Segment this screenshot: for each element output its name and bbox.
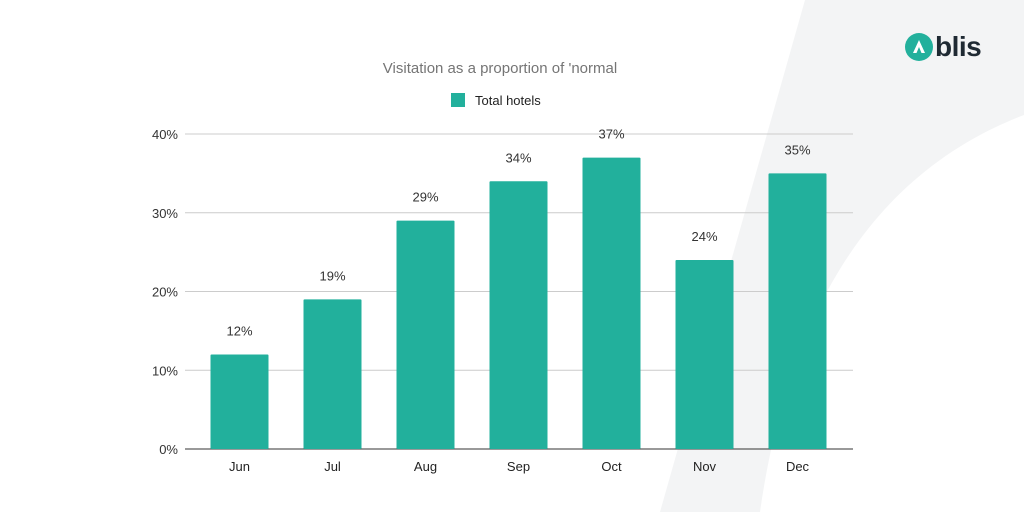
data-label: 24% — [691, 229, 717, 244]
legend-label: Total hotels — [475, 93, 541, 108]
x-tick-label: Jul — [324, 459, 341, 474]
y-tick-label: 10% — [152, 363, 178, 378]
data-label: 35% — [784, 142, 810, 157]
x-tick-label: Oct — [601, 459, 622, 474]
y-tick-label: 0% — [159, 442, 178, 457]
x-tick-label: Sep — [507, 459, 530, 474]
data-label: 12% — [226, 324, 252, 339]
data-label: 29% — [412, 190, 438, 205]
legend: Total hotels — [451, 93, 541, 108]
bar-aug — [396, 220, 455, 449]
data-label: 37% — [598, 127, 624, 142]
y-tick-label: 30% — [152, 206, 178, 221]
x-axis: Jun Jul Aug Sep Oct Nov Dec — [229, 459, 810, 474]
bar-jul — [303, 299, 362, 449]
y-tick-label: 40% — [152, 127, 178, 142]
y-axis: 0% 10% 20% 30% 40% — [152, 127, 178, 457]
logo-text: blis — [935, 31, 982, 62]
x-tick-label: Jun — [229, 459, 250, 474]
x-tick-label: Nov — [693, 459, 717, 474]
data-label: 34% — [505, 150, 531, 165]
bar-oct — [582, 157, 641, 449]
bar-dec — [768, 173, 827, 449]
brand-logo: blis — [905, 31, 982, 62]
bar-sep — [489, 181, 548, 449]
x-tick-label: Dec — [786, 459, 810, 474]
data-label: 19% — [319, 268, 345, 283]
x-tick-label: Aug — [414, 459, 437, 474]
logo-a-icon — [905, 33, 933, 61]
bar-nov — [675, 260, 734, 449]
y-tick-label: 20% — [152, 285, 178, 300]
bars: 12% 19% 29% 34% 37% 24% 35% — [210, 127, 827, 449]
legend-swatch — [451, 93, 465, 107]
chart-title: Visitation as a proportion of 'normal — [383, 60, 617, 77]
bar-jun — [210, 354, 269, 449]
